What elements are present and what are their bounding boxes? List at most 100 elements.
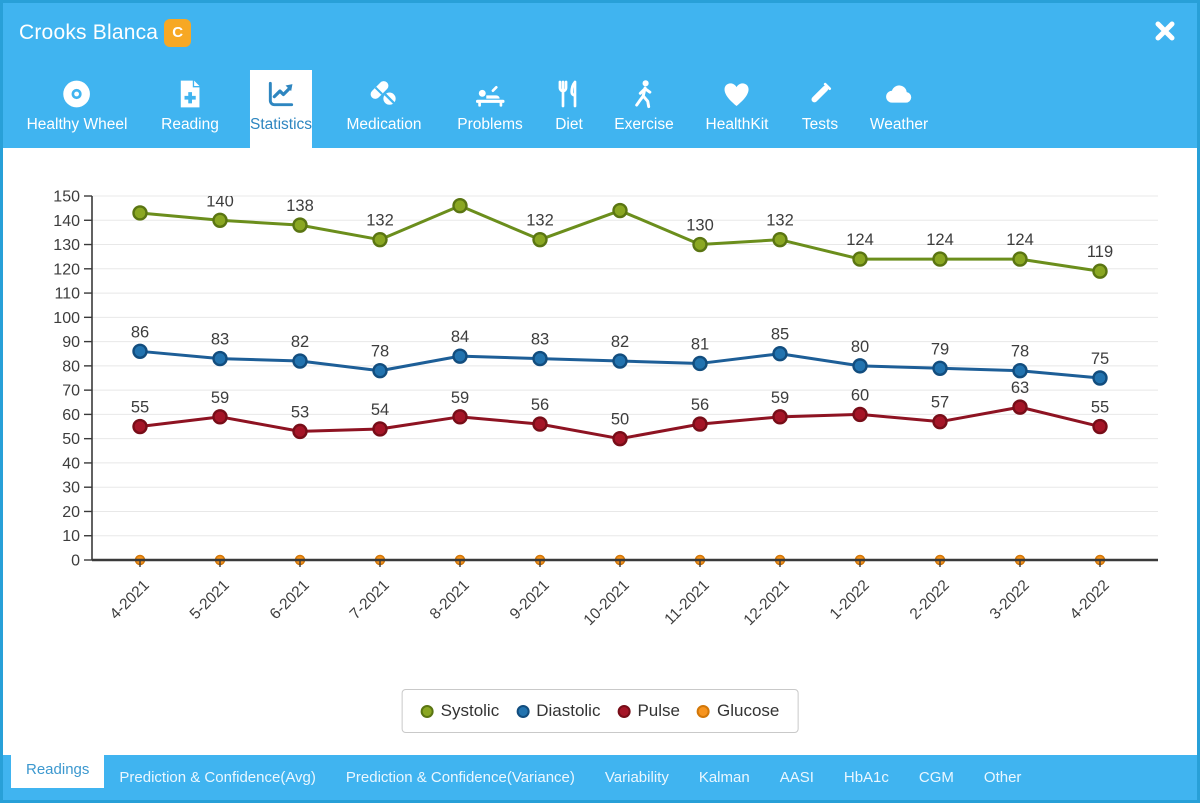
legend-label: Diastolic — [536, 701, 601, 720]
svg-text:55: 55 — [1091, 399, 1109, 417]
svg-text:57: 57 — [931, 394, 949, 412]
nav-label: Statistics — [249, 116, 313, 133]
nav-item-healthkit[interactable]: HealthKit — [705, 62, 769, 148]
tab-readings[interactable]: Readings — [11, 750, 105, 788]
svg-text:82: 82 — [611, 333, 629, 351]
chart-area: 0 10 20 30 40 50 60 70 80 90 100 110 120 130 140 150 4-2… — [3, 148, 1197, 758]
svg-text:10-2021: 10-2021 — [581, 577, 633, 629]
glucose-marker-icon — [696, 704, 710, 718]
svg-text:124: 124 — [926, 231, 954, 249]
legend-label: Glucose — [716, 701, 780, 720]
svg-text:60: 60 — [62, 407, 80, 424]
nav-item-problems[interactable]: Problems — [457, 62, 523, 148]
svg-text:83: 83 — [211, 331, 229, 349]
svg-text:53: 53 — [291, 403, 309, 421]
svg-text:80: 80 — [62, 358, 80, 375]
nav-label: Reading — [161, 116, 219, 133]
svg-text:6-2021: 6-2021 — [267, 577, 313, 623]
nav-label: HealthKit — [705, 116, 769, 133]
nav-item-healthy-wheel[interactable]: Healthy Wheel — [26, 62, 128, 148]
diastolic-marker-icon — [516, 704, 530, 718]
statistics-icon — [265, 78, 297, 110]
healthy-wheel-icon — [61, 78, 93, 110]
svg-text:4-2022: 4-2022 — [1067, 577, 1113, 623]
pulse-marker-icon — [617, 704, 631, 718]
tab-hba1c[interactable]: HbA1c — [843, 769, 889, 786]
tab-kalman[interactable]: Kalman — [698, 769, 750, 786]
svg-text:100: 100 — [53, 310, 80, 327]
svg-text:110: 110 — [54, 286, 80, 303]
nav-label: Exercise — [614, 116, 674, 133]
svg-text:30: 30 — [62, 480, 80, 497]
reading-icon — [174, 78, 206, 110]
svg-text:79: 79 — [931, 340, 949, 358]
systolic-marker-icon — [420, 704, 434, 718]
nav-item-medication[interactable]: Medication — [347, 62, 421, 148]
tab-prediction-confidence-variance[interactable]: Prediction & Confidence(Variance) — [345, 769, 575, 786]
svg-text:59: 59 — [451, 389, 469, 407]
nav-item-reading[interactable]: Reading — [161, 62, 219, 148]
nav-item-weather[interactable]: Weather — [870, 62, 928, 148]
svg-text:78: 78 — [371, 343, 389, 361]
svg-text:55: 55 — [131, 399, 149, 417]
legend-item-diastolic[interactable]: Diastolic — [516, 701, 600, 721]
svg-text:140: 140 — [206, 192, 234, 210]
nav-item-exercise[interactable]: Exercise — [614, 62, 674, 148]
nav-item-statistics[interactable]: Statistics — [249, 70, 313, 148]
nav-item-tests[interactable]: Tests — [802, 62, 838, 148]
legend-label: Systolic — [440, 701, 500, 720]
legend-item-systolic[interactable]: Systolic — [420, 701, 500, 721]
patient-initial-badge: C — [164, 18, 192, 47]
readings-line-chart: 0 10 20 30 40 50 60 70 80 90 100 110 120 130 140 150 4-2… — [53, 189, 1158, 629]
nav-label: Diet — [555, 116, 583, 133]
svg-text:78: 78 — [1011, 343, 1029, 361]
legend-item-pulse[interactable]: Pulse — [617, 701, 680, 721]
svg-text:63: 63 — [1011, 379, 1029, 397]
svg-text:119: 119 — [1087, 243, 1113, 261]
svg-text:59: 59 — [771, 389, 789, 407]
medication-icon — [368, 78, 400, 110]
svg-text:56: 56 — [531, 396, 549, 414]
svg-text:56: 56 — [691, 396, 709, 414]
svg-text:5-2021: 5-2021 — [187, 577, 233, 623]
tab-other[interactable]: Other — [983, 769, 1022, 786]
healthkit-icon — [721, 78, 753, 110]
legend-label: Pulse — [637, 701, 680, 720]
weather-icon — [883, 78, 915, 110]
svg-text:130: 130 — [686, 217, 714, 235]
svg-text:4-2021: 4-2021 — [107, 577, 153, 623]
nav-label: Problems — [457, 116, 523, 133]
svg-text:0: 0 — [71, 553, 80, 570]
svg-text:50: 50 — [611, 411, 629, 429]
svg-text:124: 124 — [846, 231, 874, 249]
bottom-tab-bar: Readings Prediction & Confidence(Avg) Pr… — [3, 750, 1197, 800]
svg-text:150: 150 — [53, 189, 80, 206]
diet-icon — [553, 78, 585, 110]
svg-text:84: 84 — [451, 328, 469, 346]
svg-text:75: 75 — [1091, 350, 1109, 368]
svg-text:132: 132 — [526, 212, 554, 230]
svg-text:9-2021: 9-2021 — [507, 577, 553, 623]
tab-variability[interactable]: Variability — [604, 769, 669, 786]
svg-text:2-2022: 2-2022 — [907, 577, 953, 623]
svg-text:82: 82 — [291, 333, 309, 351]
nav-label: Healthy Wheel — [26, 116, 128, 133]
svg-text:20: 20 — [62, 504, 80, 521]
svg-text:54: 54 — [371, 401, 389, 419]
nav-label: Weather — [869, 116, 929, 133]
svg-text:7-2021: 7-2021 — [347, 577, 393, 623]
svg-text:132: 132 — [366, 212, 394, 230]
tab-prediction-confidence-avg[interactable]: Prediction & Confidence(Avg) — [119, 769, 316, 786]
svg-text:70: 70 — [62, 383, 80, 400]
legend-item-glucose[interactable]: Glucose — [696, 701, 780, 721]
svg-text:132: 132 — [766, 212, 794, 230]
close-icon[interactable] — [1155, 21, 1175, 41]
svg-text:1-2022: 1-2022 — [827, 577, 873, 623]
svg-text:85: 85 — [771, 326, 789, 344]
tab-cgm[interactable]: CGM — [918, 769, 954, 786]
tests-icon — [804, 78, 836, 110]
tab-aasi[interactable]: AASI — [779, 769, 814, 786]
nav-item-diet[interactable]: Diet — [553, 62, 585, 148]
svg-text:90: 90 — [62, 334, 80, 351]
svg-text:140: 140 — [53, 213, 80, 230]
